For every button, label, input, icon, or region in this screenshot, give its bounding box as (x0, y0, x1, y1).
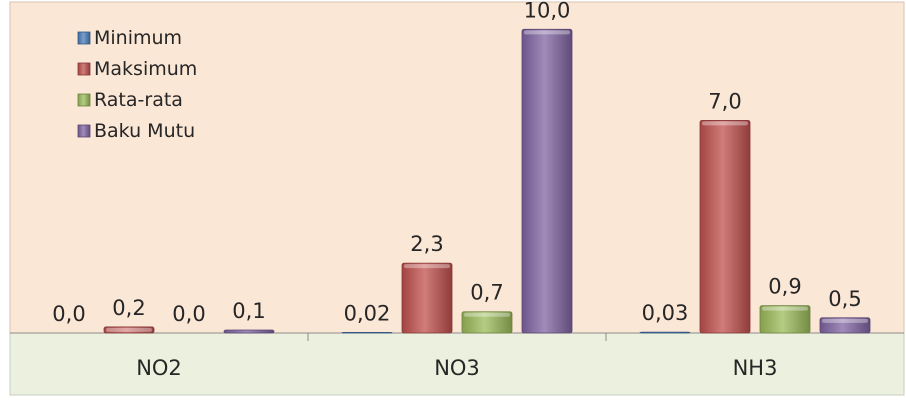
bar-highlight (106, 327, 152, 332)
legend-swatch (77, 93, 91, 107)
legend-label: Rata-rata (94, 89, 183, 111)
bar-highlight (464, 312, 510, 317)
data-label: 0,0 (172, 302, 205, 326)
bar-maksimum-no2 (103, 326, 155, 334)
category-label-no3: NO3 (434, 356, 480, 380)
bar-minimum-no3 (341, 331, 393, 334)
data-label: 0,02 (344, 301, 391, 325)
bar-highlight (702, 121, 748, 126)
legend-swatch (77, 124, 91, 138)
data-label: 0,1 (232, 299, 265, 323)
data-label: 0,2 (112, 296, 145, 320)
plot-background (9, 1, 905, 334)
data-label: 7,0 (708, 89, 741, 113)
bar-baku-mutu-no3 (521, 28, 573, 334)
data-label: 0,0 (52, 302, 85, 326)
bar-rata-rata-nh3 (759, 305, 811, 334)
bar-baku-mutu-nh3 (819, 317, 871, 334)
bar-maksimum-no3 (401, 262, 453, 334)
bar-highlight (822, 318, 868, 323)
data-label: 0,5 (828, 287, 861, 311)
data-label: 0,9 (768, 275, 801, 299)
bar-highlight (404, 264, 450, 269)
legend-item-baku-mutu: Baku Mutu (77, 120, 195, 142)
legend-swatch (77, 62, 91, 76)
legend-label: Maksimum (94, 58, 197, 80)
legend-item-maksimum: Maksimum (77, 58, 197, 80)
legend-item-rata-rata: Rata-rata (77, 89, 183, 111)
bar-highlight (524, 30, 570, 35)
bar-rata-rata-no3 (461, 311, 513, 334)
legend-label: Baku Mutu (94, 120, 195, 142)
category-band (9, 332, 905, 396)
legend-item-minimum: Minimum (77, 27, 182, 49)
bar-highlight (762, 306, 808, 311)
category-label-no2: NO2 (136, 356, 182, 380)
bar-minimum-nh3 (639, 331, 691, 334)
legend-label: Minimum (94, 27, 182, 49)
category-label-nh3: NH3 (733, 356, 778, 380)
legend-swatch (77, 31, 91, 45)
bar-maksimum-nh3 (699, 120, 751, 334)
bar-baku-mutu-no2 (223, 329, 275, 334)
data-label: 0,7 (470, 281, 503, 305)
legend: Minimum Maksimum Rata-rata Baku Mutu (77, 27, 197, 142)
data-label: 2,3 (410, 232, 443, 256)
data-label: 0,03 (642, 301, 689, 325)
data-label: 10,0 (524, 0, 571, 22)
